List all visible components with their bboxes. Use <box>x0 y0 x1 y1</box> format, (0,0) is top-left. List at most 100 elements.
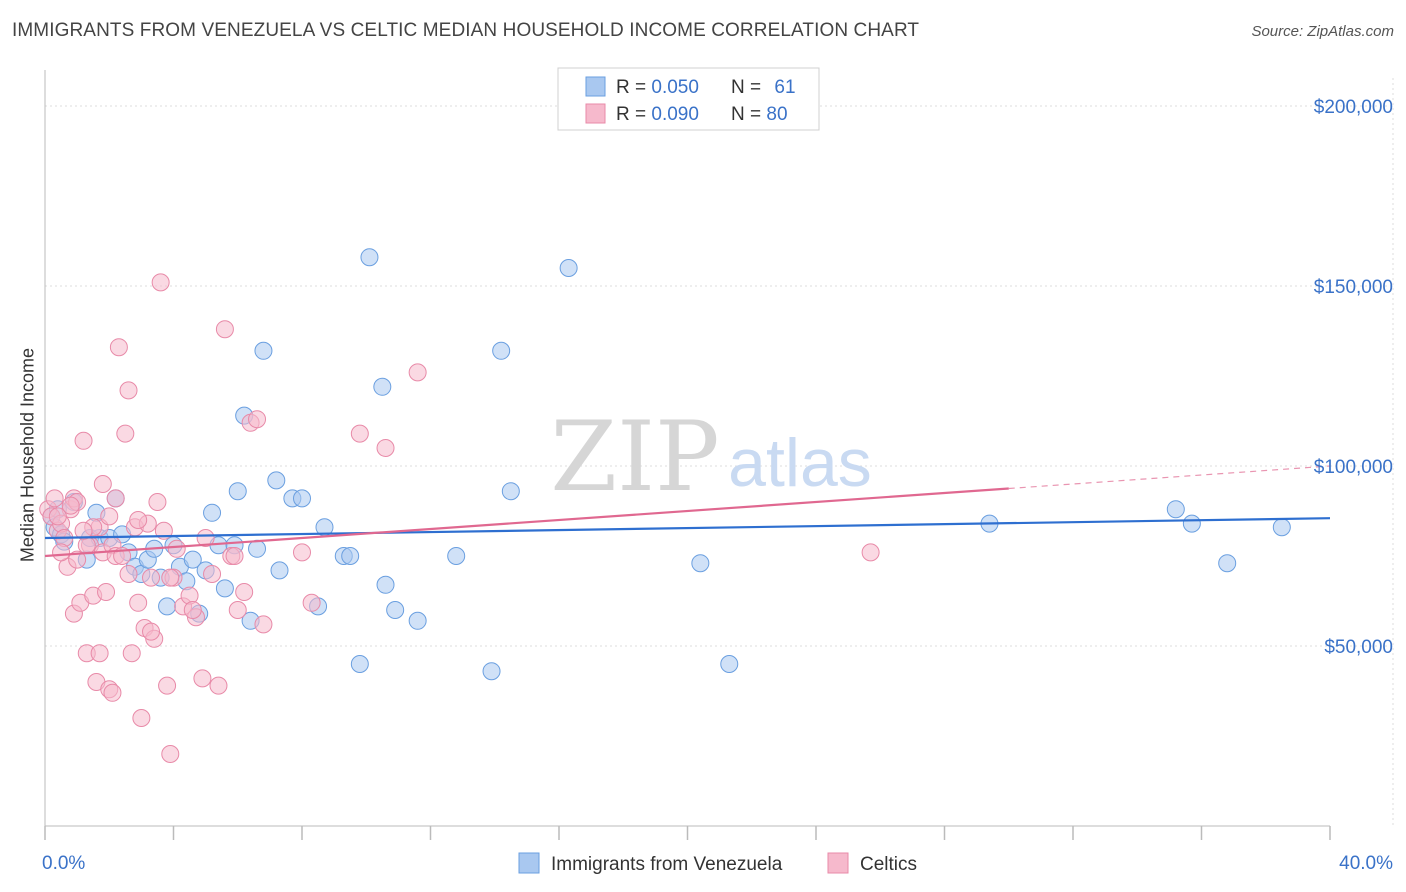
celtics-point <box>90 644 109 663</box>
venezuela-point <box>1218 554 1237 573</box>
celtics-point <box>52 543 71 562</box>
celtics-point <box>74 521 93 540</box>
celtics-point <box>48 507 67 526</box>
celtics-point <box>129 593 148 612</box>
y-tick-label: $50,000 <box>1324 637 1393 658</box>
celtics-point <box>254 615 273 634</box>
legend-label-celtics: Celtics <box>860 854 917 875</box>
stats-n-value-blue: 61 <box>774 77 795 98</box>
celtics-point <box>861 543 880 562</box>
celtics-point <box>100 507 119 526</box>
legend-swatch-venezuela <box>518 852 540 874</box>
celtics-point <box>248 410 267 429</box>
celtics-point <box>97 583 116 601</box>
axes <box>44 70 1331 840</box>
stats-legend-swatch-blue <box>585 76 606 97</box>
svg-text:R = 0.050: R = 0.050 <box>616 77 699 98</box>
venezuela-point <box>254 341 273 360</box>
celtics-point <box>119 381 138 400</box>
source-credit: Source: ZipAtlas.com <box>1251 23 1394 40</box>
celtics-point <box>148 493 167 511</box>
venezuela-point <box>691 554 710 573</box>
celtics-point <box>183 601 202 619</box>
x-tick-label-max: 40.0% <box>1339 853 1393 874</box>
celtics-point <box>116 424 135 443</box>
venezuela-point <box>482 662 501 681</box>
trend-line-celtics-extension <box>1008 465 1331 490</box>
legend-label-venezuela: Immigrants from Venezuela <box>551 854 783 875</box>
y-tick-label: $150,000 <box>1314 277 1393 298</box>
celtics-point <box>74 431 93 450</box>
celtics-point <box>376 439 395 457</box>
venezuela-point <box>203 503 222 522</box>
series-celtics-points <box>39 273 880 763</box>
venezuela-point <box>720 655 739 673</box>
zipatlas-watermark: ZIP atlas <box>550 401 871 513</box>
celtics-point <box>161 568 180 587</box>
stats-n-label-pink: N = <box>731 104 766 125</box>
stats-r-value-pink: 0.090 <box>651 104 699 125</box>
x-tick-label-min: 0.0% <box>42 853 85 874</box>
celtics-point <box>228 601 247 619</box>
celtics-point <box>122 644 141 663</box>
venezuela-point <box>341 547 360 565</box>
chart-title: IMMIGRANTS FROM VENEZUELA VS CELTIC MEDI… <box>12 20 920 41</box>
venezuela-point <box>373 377 392 396</box>
venezuela-point <box>1182 514 1201 533</box>
celtics-point <box>302 593 321 612</box>
venezuela-point <box>248 539 267 558</box>
venezuela-point <box>215 579 234 598</box>
celtics-point <box>158 676 177 695</box>
venezuela-point <box>158 597 177 616</box>
celtics-point <box>167 539 186 558</box>
celtics-point <box>142 622 161 641</box>
stats-legend-swatch-pink <box>585 103 606 124</box>
celtics-point <box>161 745 180 763</box>
celtics-point <box>93 475 112 493</box>
stats-legend: R = 0.050 N = 61 R = 0.090 N = 80 <box>557 67 820 131</box>
celtics-point <box>203 565 222 583</box>
celtics-point <box>119 565 138 583</box>
watermark-zip: ZIP <box>550 401 719 513</box>
venezuela-point <box>376 575 395 594</box>
stats-r-label-pink: R = <box>616 104 651 125</box>
celtics-point <box>103 683 122 702</box>
stats-n-label-blue: N = <box>731 77 766 98</box>
celtics-point <box>151 273 170 292</box>
venezuela-point <box>501 482 520 501</box>
venezuela-point <box>293 489 311 508</box>
stats-n-value-pink: 80 <box>766 104 787 125</box>
celtics-point <box>142 568 161 587</box>
y-tick-label: $100,000 <box>1314 457 1393 478</box>
celtics-point <box>293 543 311 562</box>
y-tick-label: $200,000 <box>1314 97 1393 118</box>
venezuela-point <box>559 259 578 277</box>
celtics-point <box>209 676 228 695</box>
celtics-point <box>350 424 369 443</box>
venezuela-point <box>386 601 405 619</box>
venezuela-point <box>267 471 286 490</box>
svg-text:N = 80: N = 80 <box>731 104 788 125</box>
celtics-point <box>196 529 215 547</box>
venezuela-point <box>350 655 369 673</box>
celtics-point <box>235 583 254 601</box>
celtics-point <box>408 363 427 382</box>
trend-line-venezuela <box>44 517 1331 540</box>
svg-text:R = 0.090: R = 0.090 <box>616 104 699 125</box>
trend-lines <box>44 465 1331 558</box>
celtics-point <box>193 669 212 688</box>
series-legend: Immigrants from Venezuela Celtics <box>518 852 917 875</box>
watermark-atlas: atlas <box>728 425 872 501</box>
celtics-point <box>106 489 125 508</box>
svg-text:N = 61: N = 61 <box>731 77 796 98</box>
venezuela-point <box>492 341 511 360</box>
celtics-point <box>132 709 151 727</box>
venezuela-point <box>408 611 427 630</box>
venezuela-point <box>1166 500 1185 519</box>
venezuela-point <box>183 550 202 569</box>
celtics-point <box>45 489 64 508</box>
celtics-point <box>129 511 148 529</box>
legend-swatch-celtics <box>827 852 849 874</box>
venezuela-point <box>1272 518 1291 537</box>
